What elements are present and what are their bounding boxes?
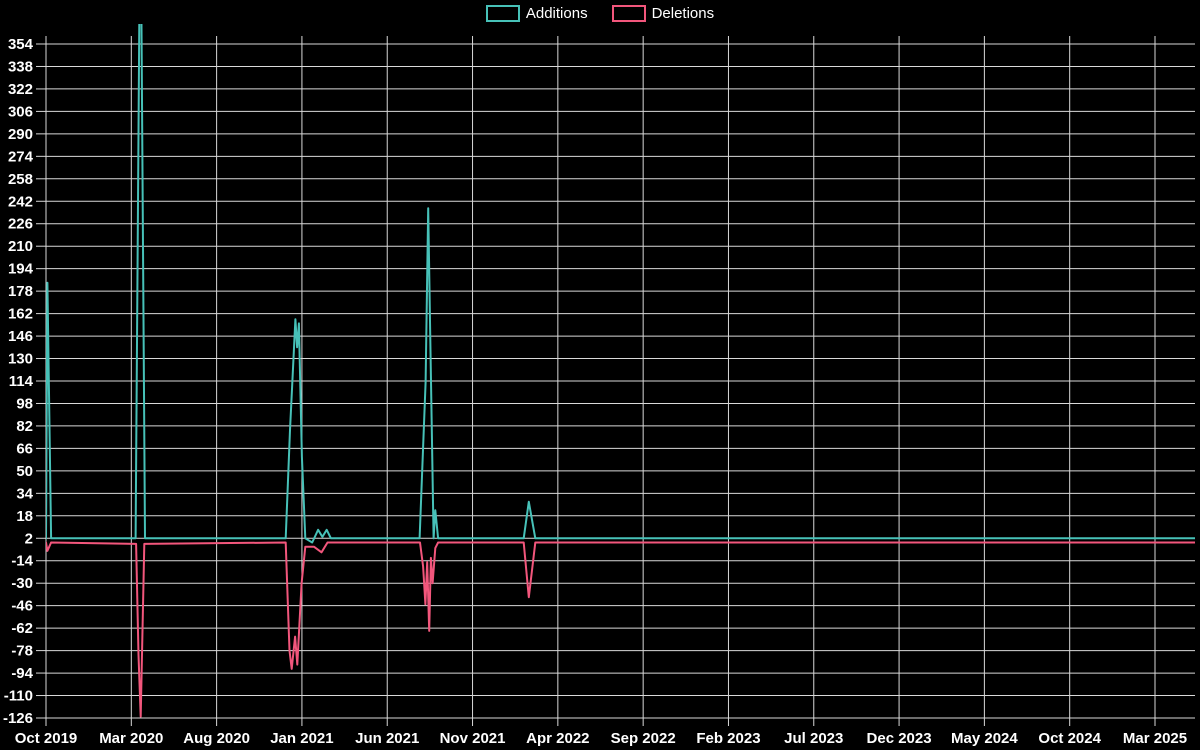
y-tick-label: 274	[8, 148, 34, 165]
y-tick-label: -62	[11, 620, 33, 637]
y-tick-label: 2	[25, 530, 33, 547]
legend-item-additions[interactable]: Additions	[485, 5, 588, 22]
legend-item-deletions[interactable]: Deletions	[611, 5, 715, 22]
y-tick-label: 66	[16, 440, 33, 457]
y-tick-label: 226	[8, 216, 33, 233]
x-tick-label: Oct 2019	[15, 730, 78, 747]
y-tick-label: 242	[8, 193, 33, 210]
y-tick-label: 50	[16, 463, 33, 480]
x-tick-label: Jun 2021	[355, 730, 419, 747]
x-tick-label: Apr 2022	[526, 730, 589, 747]
y-tick-label: 306	[8, 103, 33, 120]
x-tick-label: Mar 2025	[1123, 730, 1187, 747]
legend-label-additions: Additions	[525, 5, 588, 22]
y-tick-label: 194	[8, 261, 34, 278]
x-tick-label: Mar 2020	[99, 730, 163, 747]
y-tick-label: -94	[11, 665, 33, 682]
y-tick-label: 162	[8, 306, 33, 323]
additions-line	[46, 24, 1195, 544]
y-tick-label: 82	[16, 418, 33, 435]
x-tick-label: Jul 2023	[784, 730, 843, 747]
y-tick-label: 18	[16, 508, 33, 525]
y-tick-label: 354	[8, 36, 34, 53]
y-tick-label: 322	[8, 81, 33, 98]
y-tick-label: -126	[3, 710, 33, 727]
x-tick-label: Feb 2023	[696, 730, 760, 747]
additions-swatch-icon	[485, 5, 520, 22]
legend-label-deletions: Deletions	[651, 5, 715, 22]
x-tick-label: Aug 2020	[183, 730, 250, 747]
x-tick-label: Jan 2021	[270, 730, 333, 747]
y-tick-label: -78	[11, 643, 33, 660]
chart-legend: Additions Deletions	[0, 5, 1200, 22]
y-tick-label: 210	[8, 238, 33, 255]
x-tick-label: Nov 2021	[440, 730, 506, 747]
y-tick-label: 290	[8, 126, 33, 143]
y-tick-label: -110	[4, 688, 33, 705]
y-tick-label: -14	[11, 553, 33, 570]
y-tick-label: 338	[8, 58, 33, 75]
y-tick-label: -46	[11, 598, 33, 615]
x-tick-label: Oct 2024	[1038, 730, 1101, 747]
y-tick-label: 114	[9, 373, 34, 390]
y-tick-label: 34	[16, 485, 33, 502]
deletions-swatch-icon	[611, 5, 646, 22]
y-tick-label: 98	[16, 395, 33, 412]
x-tick-label: Sep 2022	[611, 730, 676, 747]
deletions-line	[46, 541, 1195, 718]
x-tick-label: Dec 2023	[867, 730, 932, 747]
y-tick-label: -30	[11, 575, 33, 592]
x-tick-label: May 2024	[951, 730, 1018, 747]
y-tick-label: 130	[8, 351, 33, 368]
y-tick-label: 258	[8, 171, 33, 188]
y-tick-label: 146	[8, 328, 33, 345]
y-tick-label: 178	[8, 283, 33, 300]
